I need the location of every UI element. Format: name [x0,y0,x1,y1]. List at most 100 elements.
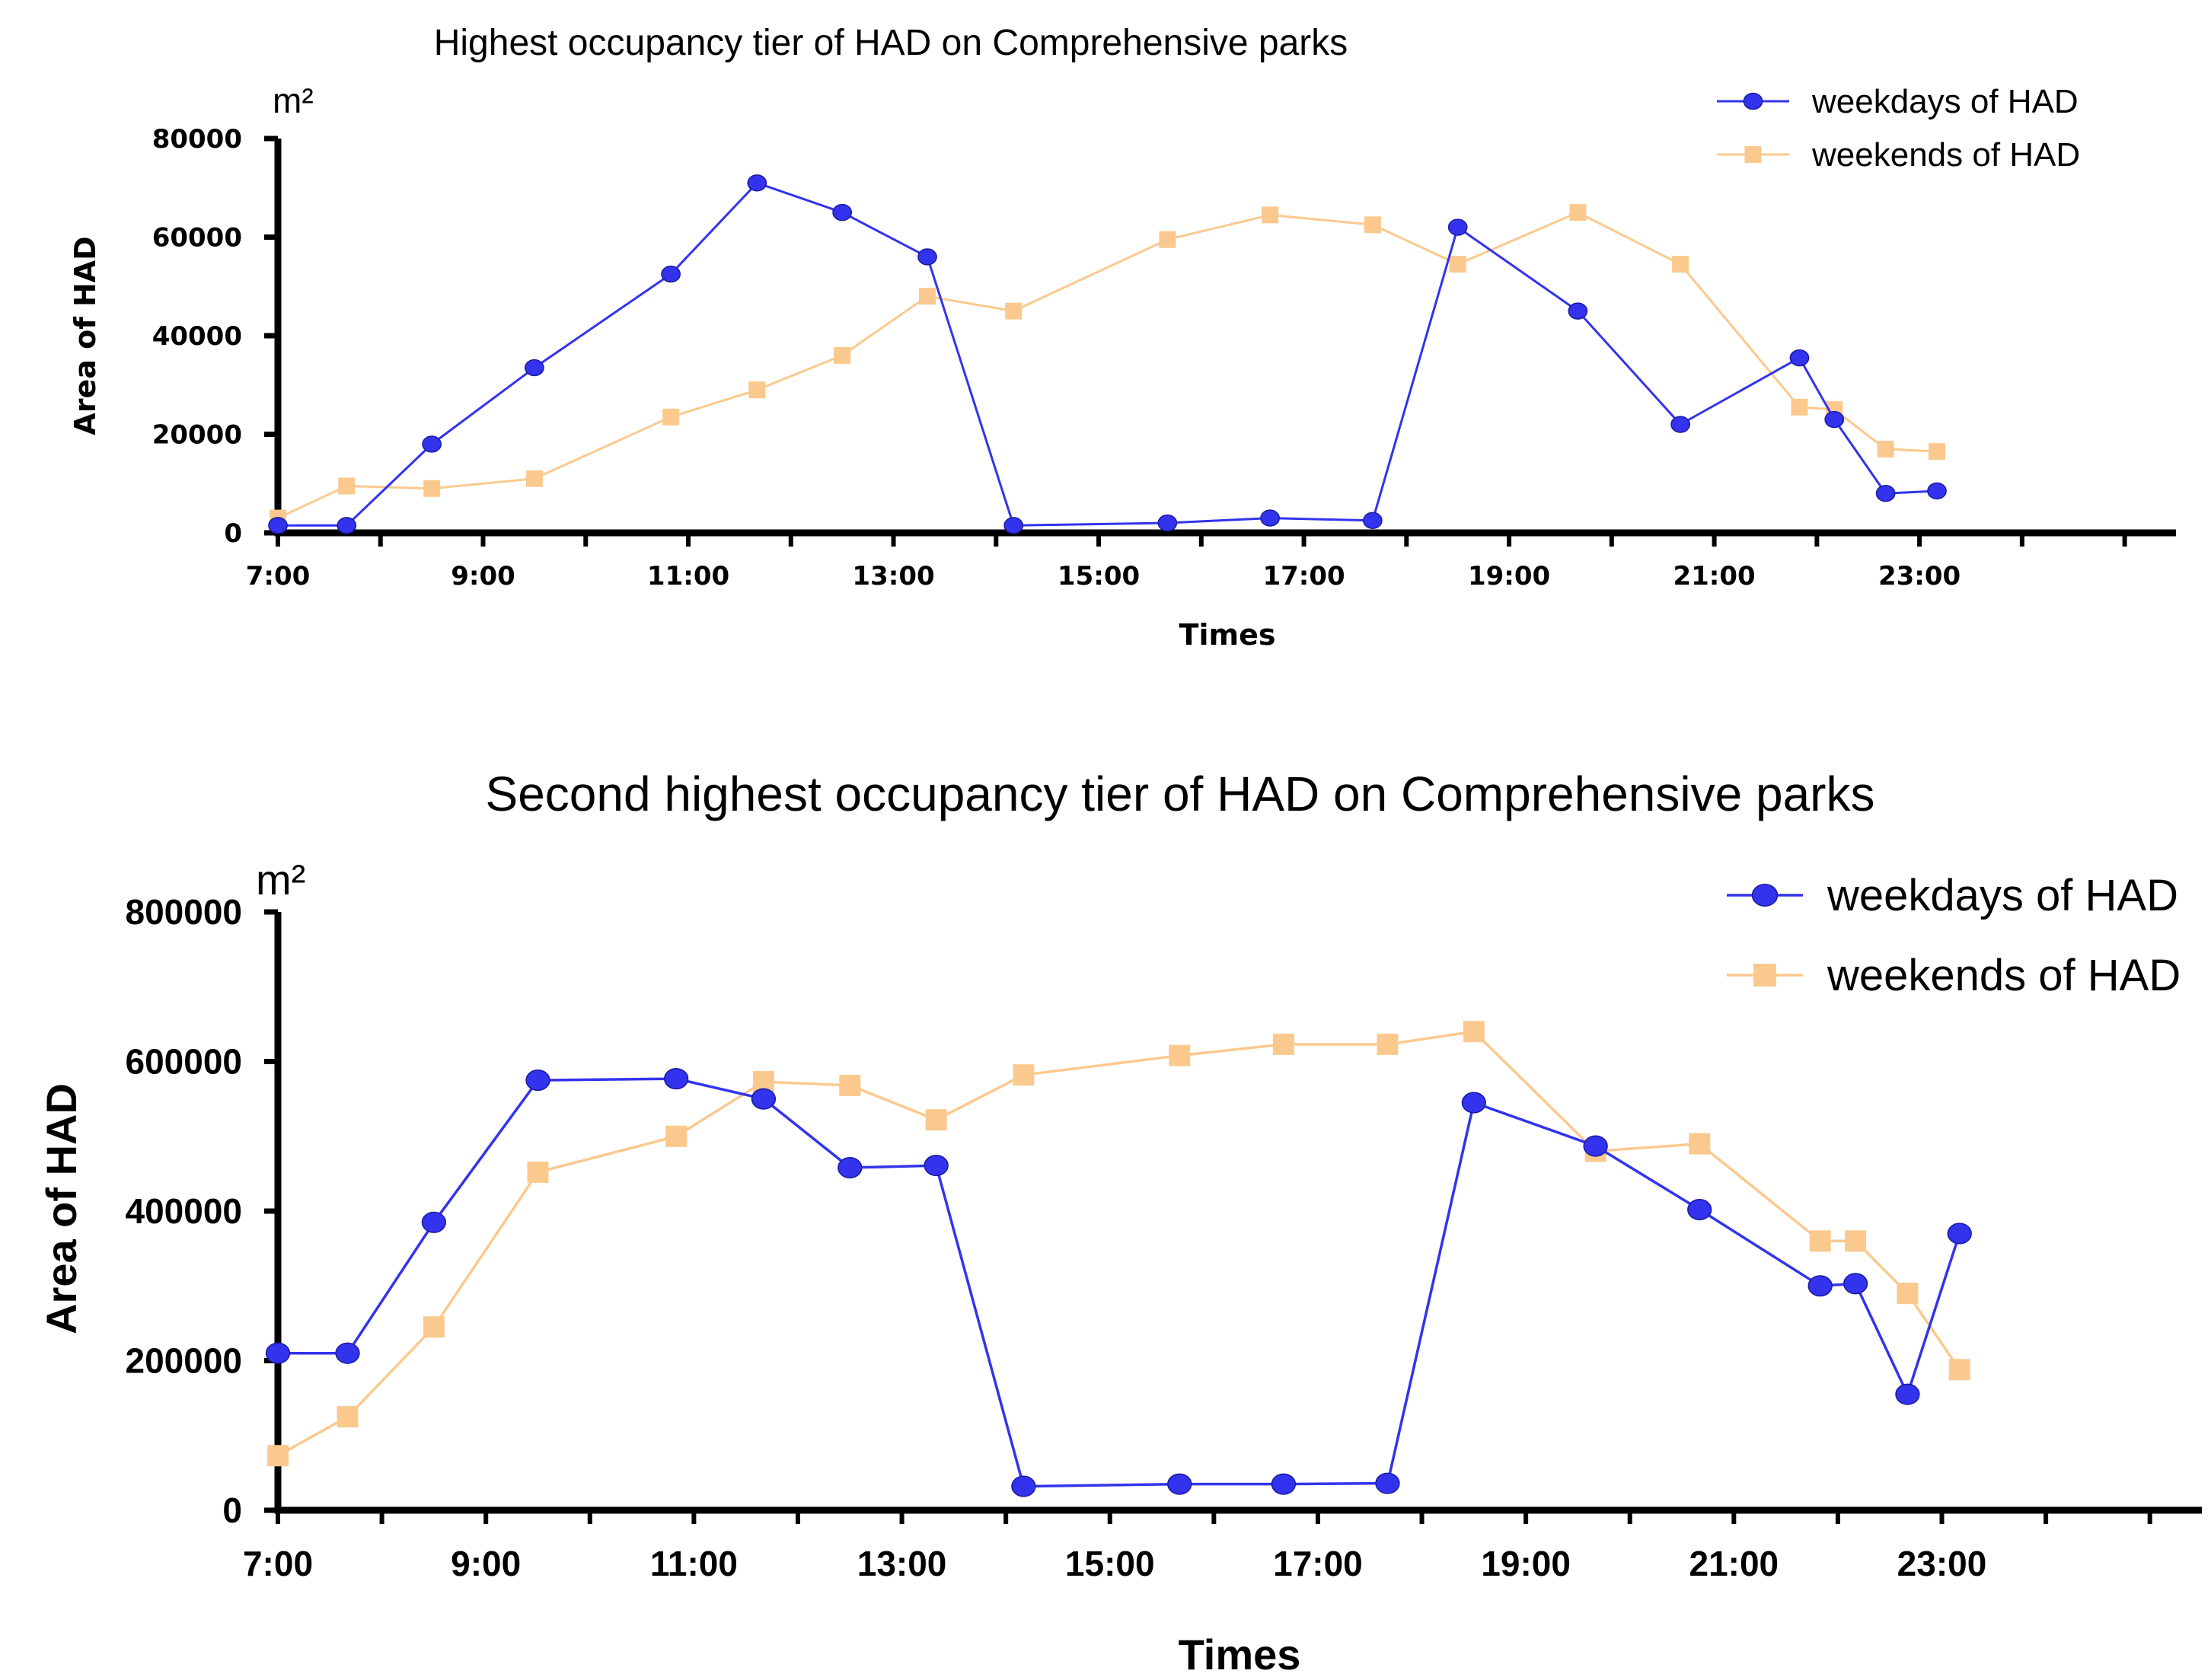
data-point [1875,485,1896,502]
data-point [919,288,936,305]
data-point [751,1088,777,1110]
chart-2: Second highest occupancy tier of HAD on … [37,767,2202,1678]
data-point [1013,1064,1035,1086]
data-point [747,174,767,192]
chart-title: Highest occupancy tier of HAD on Compreh… [434,23,1348,63]
legend-marker-circle [1743,92,1763,110]
y-tick-label: 20000 [152,420,242,451]
data-point [1461,1092,1486,1114]
data-point [1895,1383,1920,1405]
data-point [1927,482,1947,500]
data-point [748,381,766,399]
data-point [525,359,544,377]
data-point [338,477,356,495]
data-point [337,1406,359,1428]
data-point [838,1156,863,1179]
data-point [925,1109,947,1131]
data-point [1447,218,1468,236]
x-tick-label: 9:00 [451,561,515,591]
y-tick-label: 80000 [152,124,242,155]
data-point [1824,410,1845,429]
data-point [422,435,442,453]
data-point [832,203,853,222]
chart-title: Second highest occupancy tier of HAD on … [486,767,1875,821]
y-tick-label: 60000 [152,223,242,253]
chart-1: Highest occupancy tier of HAD on Compreh… [69,23,2176,652]
data-point [1260,509,1280,527]
data-point [1463,1021,1485,1043]
data-point [525,1070,550,1092]
legend-label: weekends of HAD [1811,136,2080,174]
series-weekdays [268,174,1947,534]
y-tick-label: 0 [222,1490,242,1530]
legend-marker-square [1744,146,1762,163]
data-point [267,1445,289,1467]
data-point [423,1316,445,1338]
data-point [664,1068,689,1090]
data-point [839,1074,861,1096]
x-tick-label: 21:00 [1673,561,1755,591]
data-point [525,470,543,487]
data-point [1791,398,1808,416]
x-tick-label: 17:00 [1262,561,1345,591]
x-tick-label: 9:00 [451,1544,521,1583]
data-point [1159,231,1176,248]
data-point [1583,1135,1608,1157]
y-tick-label: 0 [224,518,242,549]
x-tick-label: 11:00 [647,561,729,591]
data-point [1157,514,1178,532]
legend: weekdays of HAD weekends of HAD [1727,871,2181,1000]
data-point [1003,517,1024,534]
x-tick-label: 7:00 [243,1544,313,1583]
data-point [1375,1472,1400,1494]
data-point [1689,1133,1711,1155]
y-tick-label: 600000 [126,1042,243,1082]
legend-marker-circle [1751,884,1779,907]
x-tick-label: 21:00 [1689,1544,1779,1583]
data-point [1167,1473,1192,1495]
x-tick-label: 13:00 [852,561,934,591]
data-point [1947,1223,1972,1245]
y-axis-title: Area of HAD [37,1083,85,1334]
data-point [1169,1044,1191,1066]
x-tick-label: 19:00 [1481,1544,1571,1583]
series-weekends [267,1021,1970,1467]
x-tick-label: 19:00 [1468,561,1550,591]
x-tick-label: 17:00 [1273,1544,1363,1583]
series-weekdays [265,1068,1972,1497]
data-point [1569,204,1587,222]
series-line [277,1030,1961,1457]
data-point [1670,416,1690,433]
unit-label: m² [273,81,314,120]
data-point [1845,1230,1867,1252]
x-tick-label: 7:00 [246,561,311,591]
x-tick-label: 11:00 [650,1544,738,1583]
data-point [1005,302,1023,320]
data-point [834,346,851,364]
data-point [1377,1033,1399,1055]
legend-label: weekdays of HAD [1827,871,2178,920]
data-point [1948,1359,1970,1381]
data-point [661,265,681,283]
data-point [1929,443,1946,461]
data-point [662,408,680,426]
legend-label: weekends of HAD [1827,951,2181,1000]
data-point [1687,1198,1712,1221]
data-point [1809,1230,1831,1252]
data-point [1672,256,1689,273]
legend-marker-square [1753,964,1776,987]
unit-label: m² [256,856,305,904]
y-tick-label: 200000 [126,1341,243,1381]
x-tick-label: 15:00 [1065,1544,1155,1583]
data-point [423,480,441,497]
y-tick-label: 800000 [126,892,243,932]
data-point [917,248,937,266]
data-point [421,1211,447,1233]
data-point [1897,1283,1919,1305]
y-tick-label: 40000 [152,321,242,352]
series-weekends [270,204,1946,527]
data-point [665,1125,688,1147]
legend-label: weekdays of HAD [1811,83,2079,120]
data-point [1364,216,1381,234]
